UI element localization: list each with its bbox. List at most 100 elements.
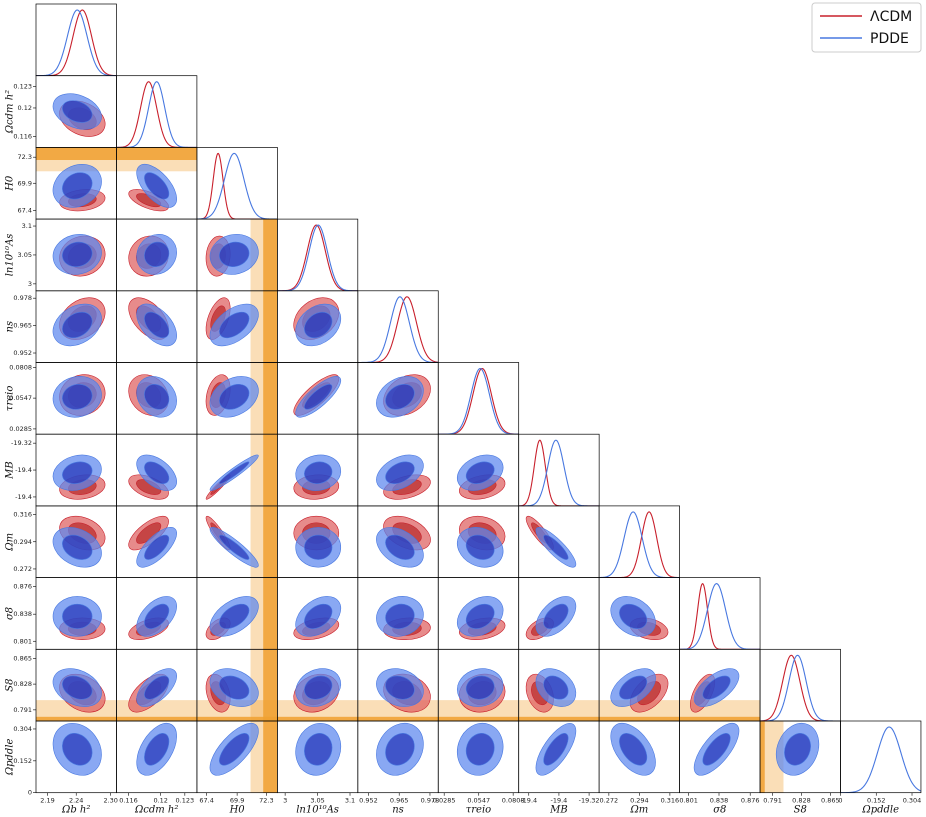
contour-1sigma — [219, 241, 250, 267]
panel — [52, 596, 106, 641]
panel — [610, 596, 669, 641]
x-axis-label: S8 — [794, 805, 807, 816]
contour-1sigma — [465, 534, 495, 560]
panel — [52, 93, 106, 137]
panel — [209, 721, 278, 793]
panel — [518, 668, 600, 721]
y-tick-label: 0.0808 — [9, 363, 32, 371]
contour-1sigma — [144, 241, 170, 267]
contour-1sigma — [702, 733, 731, 766]
legend-label: ΛCDM — [870, 9, 912, 25]
contour-1sigma — [465, 675, 495, 700]
panel — [196, 649, 278, 721]
panel — [36, 9, 117, 76]
panel-frame — [840, 720, 922, 794]
panel — [52, 233, 106, 277]
y-tick-label: 0.272 — [13, 565, 32, 573]
band — [36, 147, 117, 161]
panel — [376, 515, 431, 568]
panel — [525, 515, 577, 568]
contour-1sigma — [62, 172, 93, 200]
panel — [438, 668, 519, 721]
panel — [679, 668, 761, 721]
x-tick-label: 3 — [283, 797, 287, 805]
x-tick-label: 0.316 — [661, 797, 680, 805]
y-tick-label: 0.316 — [13, 511, 32, 519]
y-axis-label: ln10¹⁰As — [5, 234, 16, 277]
x-tick-label: -19.4 — [551, 797, 568, 805]
band — [263, 577, 278, 650]
x-tick-label: 0.838 — [710, 797, 729, 805]
contour-1sigma — [304, 311, 333, 339]
panel — [52, 374, 106, 418]
band — [357, 716, 439, 721]
contour-1sigma — [784, 733, 811, 766]
contour-1sigma — [219, 384, 250, 410]
contour-1sigma — [62, 603, 93, 629]
x-tick-label: 2.19 — [40, 797, 54, 805]
contour-1sigma — [619, 603, 648, 629]
x-tick-label: 3.05 — [310, 797, 324, 805]
panel — [136, 723, 177, 776]
panel — [357, 296, 439, 363]
x-axis-label: Ωm — [629, 805, 648, 816]
contour-1sigma — [62, 384, 93, 410]
panel — [205, 290, 278, 363]
marginal-curve — [277, 224, 358, 291]
marginal-curve — [679, 582, 761, 650]
y-axis-label: Ωm — [5, 533, 16, 552]
marginal-curve — [760, 654, 841, 721]
contour-1sigma — [702, 675, 731, 700]
panel — [128, 297, 177, 347]
panel — [293, 454, 342, 500]
contour-1sigma — [144, 603, 170, 629]
x-tick-label: 0.152 — [867, 797, 886, 805]
panel — [128, 374, 177, 418]
band — [263, 505, 278, 578]
contour-1sigma — [304, 534, 333, 560]
panel — [205, 577, 278, 650]
legend-label: PDDE — [870, 31, 909, 47]
contour-1sigma — [619, 733, 648, 766]
y-axis-label: Ωcdm h² — [5, 90, 16, 134]
marginal-curve — [518, 439, 600, 506]
panel — [128, 596, 177, 641]
band — [263, 721, 278, 793]
x-tick-label: 0.0808 — [502, 797, 525, 805]
y-tick-label: 3.05 — [18, 251, 32, 259]
marginal-curve — [196, 152, 278, 220]
panel-frame — [116, 75, 198, 148]
x-tick-label: 2.30 — [103, 797, 117, 805]
panel — [456, 596, 506, 641]
contour-1sigma — [62, 534, 93, 560]
band — [277, 716, 358, 721]
y-tick-label: 0.116 — [13, 133, 32, 141]
y-tick-label: 0.865 — [13, 654, 32, 662]
band — [518, 716, 600, 721]
marginal-curve — [196, 152, 278, 220]
x-tick-label: 0 — [838, 797, 842, 805]
contour-1sigma — [304, 733, 333, 766]
panel — [36, 147, 117, 212]
y-tick-label: 72.3 — [18, 153, 32, 161]
panel — [205, 219, 278, 291]
panel — [116, 81, 197, 148]
contour-1sigma — [219, 603, 250, 629]
y-tick-label: 0.965 — [13, 322, 32, 330]
panel — [456, 454, 506, 500]
panel — [693, 723, 740, 776]
contour-1sigma — [144, 534, 170, 560]
y-tick-label: 69.9 — [18, 179, 32, 187]
contour-1sigma — [385, 603, 415, 629]
x-tick-label: 0.123 — [176, 797, 195, 805]
y-tick-label: 0.12 — [18, 104, 32, 112]
x-tick-label: 0.272 — [600, 797, 619, 805]
y-axis-label: σ8 — [5, 607, 16, 620]
band — [263, 362, 278, 435]
y-tick-label: 0.123 — [13, 82, 32, 90]
panel — [128, 454, 177, 500]
contour-1sigma — [465, 603, 495, 629]
y-tick-label: 0.838 — [13, 610, 32, 618]
